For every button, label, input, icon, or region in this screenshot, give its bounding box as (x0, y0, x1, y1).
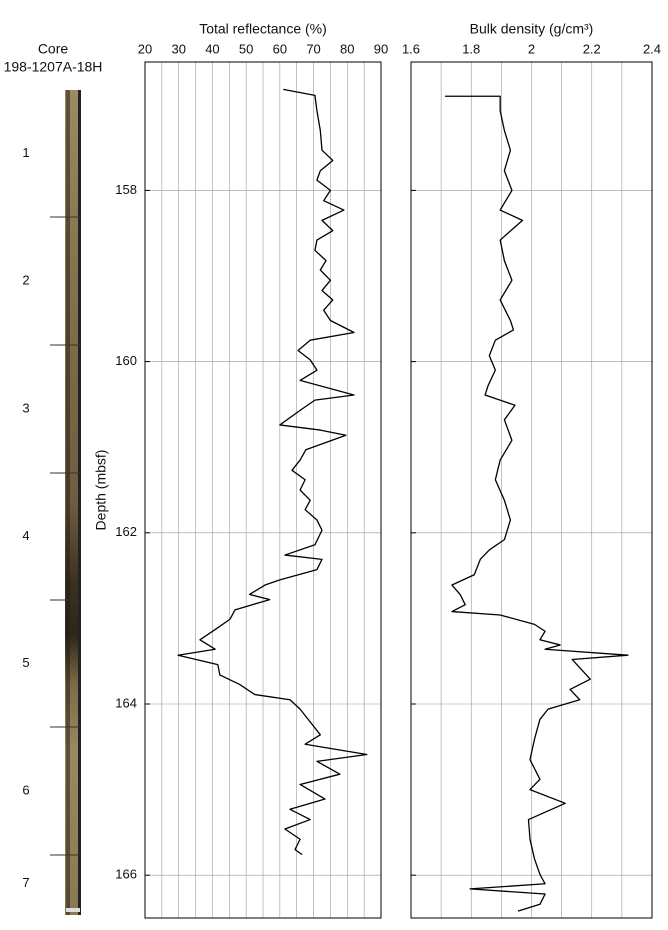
y-tick-label: 160 (115, 353, 137, 368)
data-line (177, 88, 368, 856)
x-tick-label: 50 (239, 41, 253, 56)
section-label: 1 (22, 145, 29, 160)
x-tick-label: 1.8 (462, 41, 480, 56)
x-tick-label: 2.2 (583, 41, 601, 56)
y-tick-label: 162 (115, 524, 137, 539)
chart-title: Bulk density (g/cm³) (470, 21, 594, 37)
panel: Bulk density (g/cm³) 1.6 1.8 2 2.2 2.4 (402, 21, 661, 919)
core-edge (66, 90, 70, 915)
plot-frame (410, 61, 653, 919)
section-label: 4 (22, 528, 29, 543)
section-label: 3 (22, 400, 29, 415)
section-label: 7 (22, 875, 29, 890)
section-labels: 1 2 3 4 5 6 7 (22, 145, 81, 890)
y-axis-label: Depth (mbsf) (93, 450, 109, 531)
core-image (65, 90, 81, 915)
x-tick-label: 40 (205, 41, 219, 56)
panel: Total reflectance (%) 20 30 40 50 60 70 80 90 158… (93, 21, 388, 919)
x-tick-label: 90 (374, 41, 388, 56)
scale-bar (66, 908, 80, 912)
x-tick-label: 60 (273, 41, 287, 56)
x-tick-label: 80 (340, 41, 354, 56)
y-tick-label: 166 (115, 867, 137, 882)
plot-frame (144, 61, 382, 919)
section-label: 2 (22, 272, 29, 287)
plots: Total reflectance (%) 20 30 40 50 60 70 80 90 158… (93, 21, 661, 919)
y-tick-label: 158 (115, 182, 137, 197)
x-tick-label: 1.6 (402, 41, 420, 56)
x-tick-label: 2 (528, 41, 535, 56)
section-label: 6 (22, 782, 29, 797)
x-tick-label: 70 (306, 41, 320, 56)
core-id: 198-1207A-18H (4, 59, 103, 75)
core-edge (78, 90, 81, 915)
core-title: Core (38, 41, 69, 57)
x-tick-label: 2.4 (643, 41, 661, 56)
y-tick-label: 164 (115, 695, 137, 710)
chart-title: Total reflectance (%) (199, 21, 327, 37)
x-tick-label: 30 (171, 41, 185, 56)
x-tick-label: 20 (138, 41, 152, 56)
section-label: 5 (22, 655, 29, 670)
data-line (445, 95, 629, 912)
